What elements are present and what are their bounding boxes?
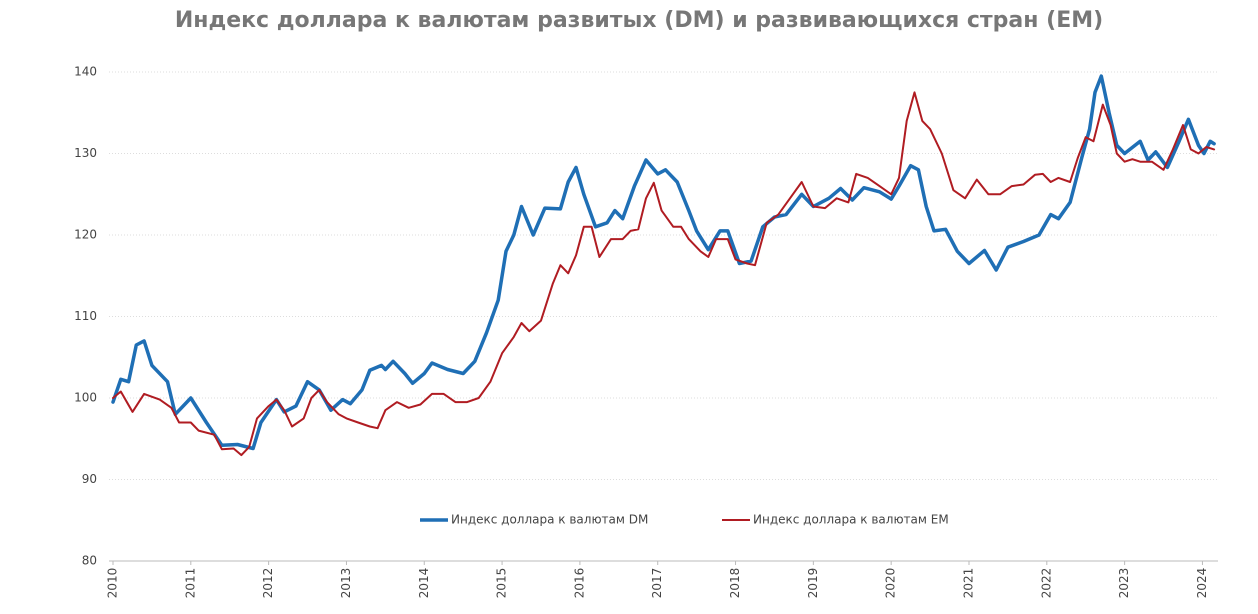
y-tick-label: 120 <box>74 228 97 242</box>
x-tick-label: 2013 <box>339 568 353 599</box>
x-tick-label: 2015 <box>495 568 509 599</box>
x-tick-label: 2022 <box>1039 568 1053 599</box>
series-line <box>111 74 1216 451</box>
legend-label: Индекс доллара к валютам EM <box>753 513 949 527</box>
x-tick-label: 2019 <box>806 568 820 599</box>
x-tick-label: 2023 <box>1117 568 1131 599</box>
x-tick-label: 2012 <box>261 568 275 599</box>
y-tick-label: 100 <box>74 391 97 405</box>
x-tick-label: 2021 <box>961 568 975 599</box>
y-tick-label: 80 <box>82 554 97 568</box>
legend-label: Индекс доллара к валютам DM <box>451 513 648 527</box>
x-tick-label: 2011 <box>183 568 197 599</box>
y-tick-label: 110 <box>74 309 97 323</box>
x-tick-label: 2017 <box>650 568 664 599</box>
x-tick-label: 2010 <box>106 568 120 599</box>
y-tick-label: 130 <box>74 146 97 160</box>
x-tick-label: 2020 <box>884 568 898 599</box>
series-line <box>112 91 1216 457</box>
x-tick-label: 2018 <box>728 568 742 599</box>
y-tick-label: 90 <box>82 472 97 486</box>
chart-title: Индекс доллара к валютам развитых (DM) и… <box>175 8 1103 33</box>
x-tick-label: 2014 <box>417 568 431 599</box>
x-tick-label: 2024 <box>1195 568 1209 599</box>
y-tick-label: 140 <box>74 65 97 79</box>
x-tick-label: 2016 <box>572 568 586 599</box>
